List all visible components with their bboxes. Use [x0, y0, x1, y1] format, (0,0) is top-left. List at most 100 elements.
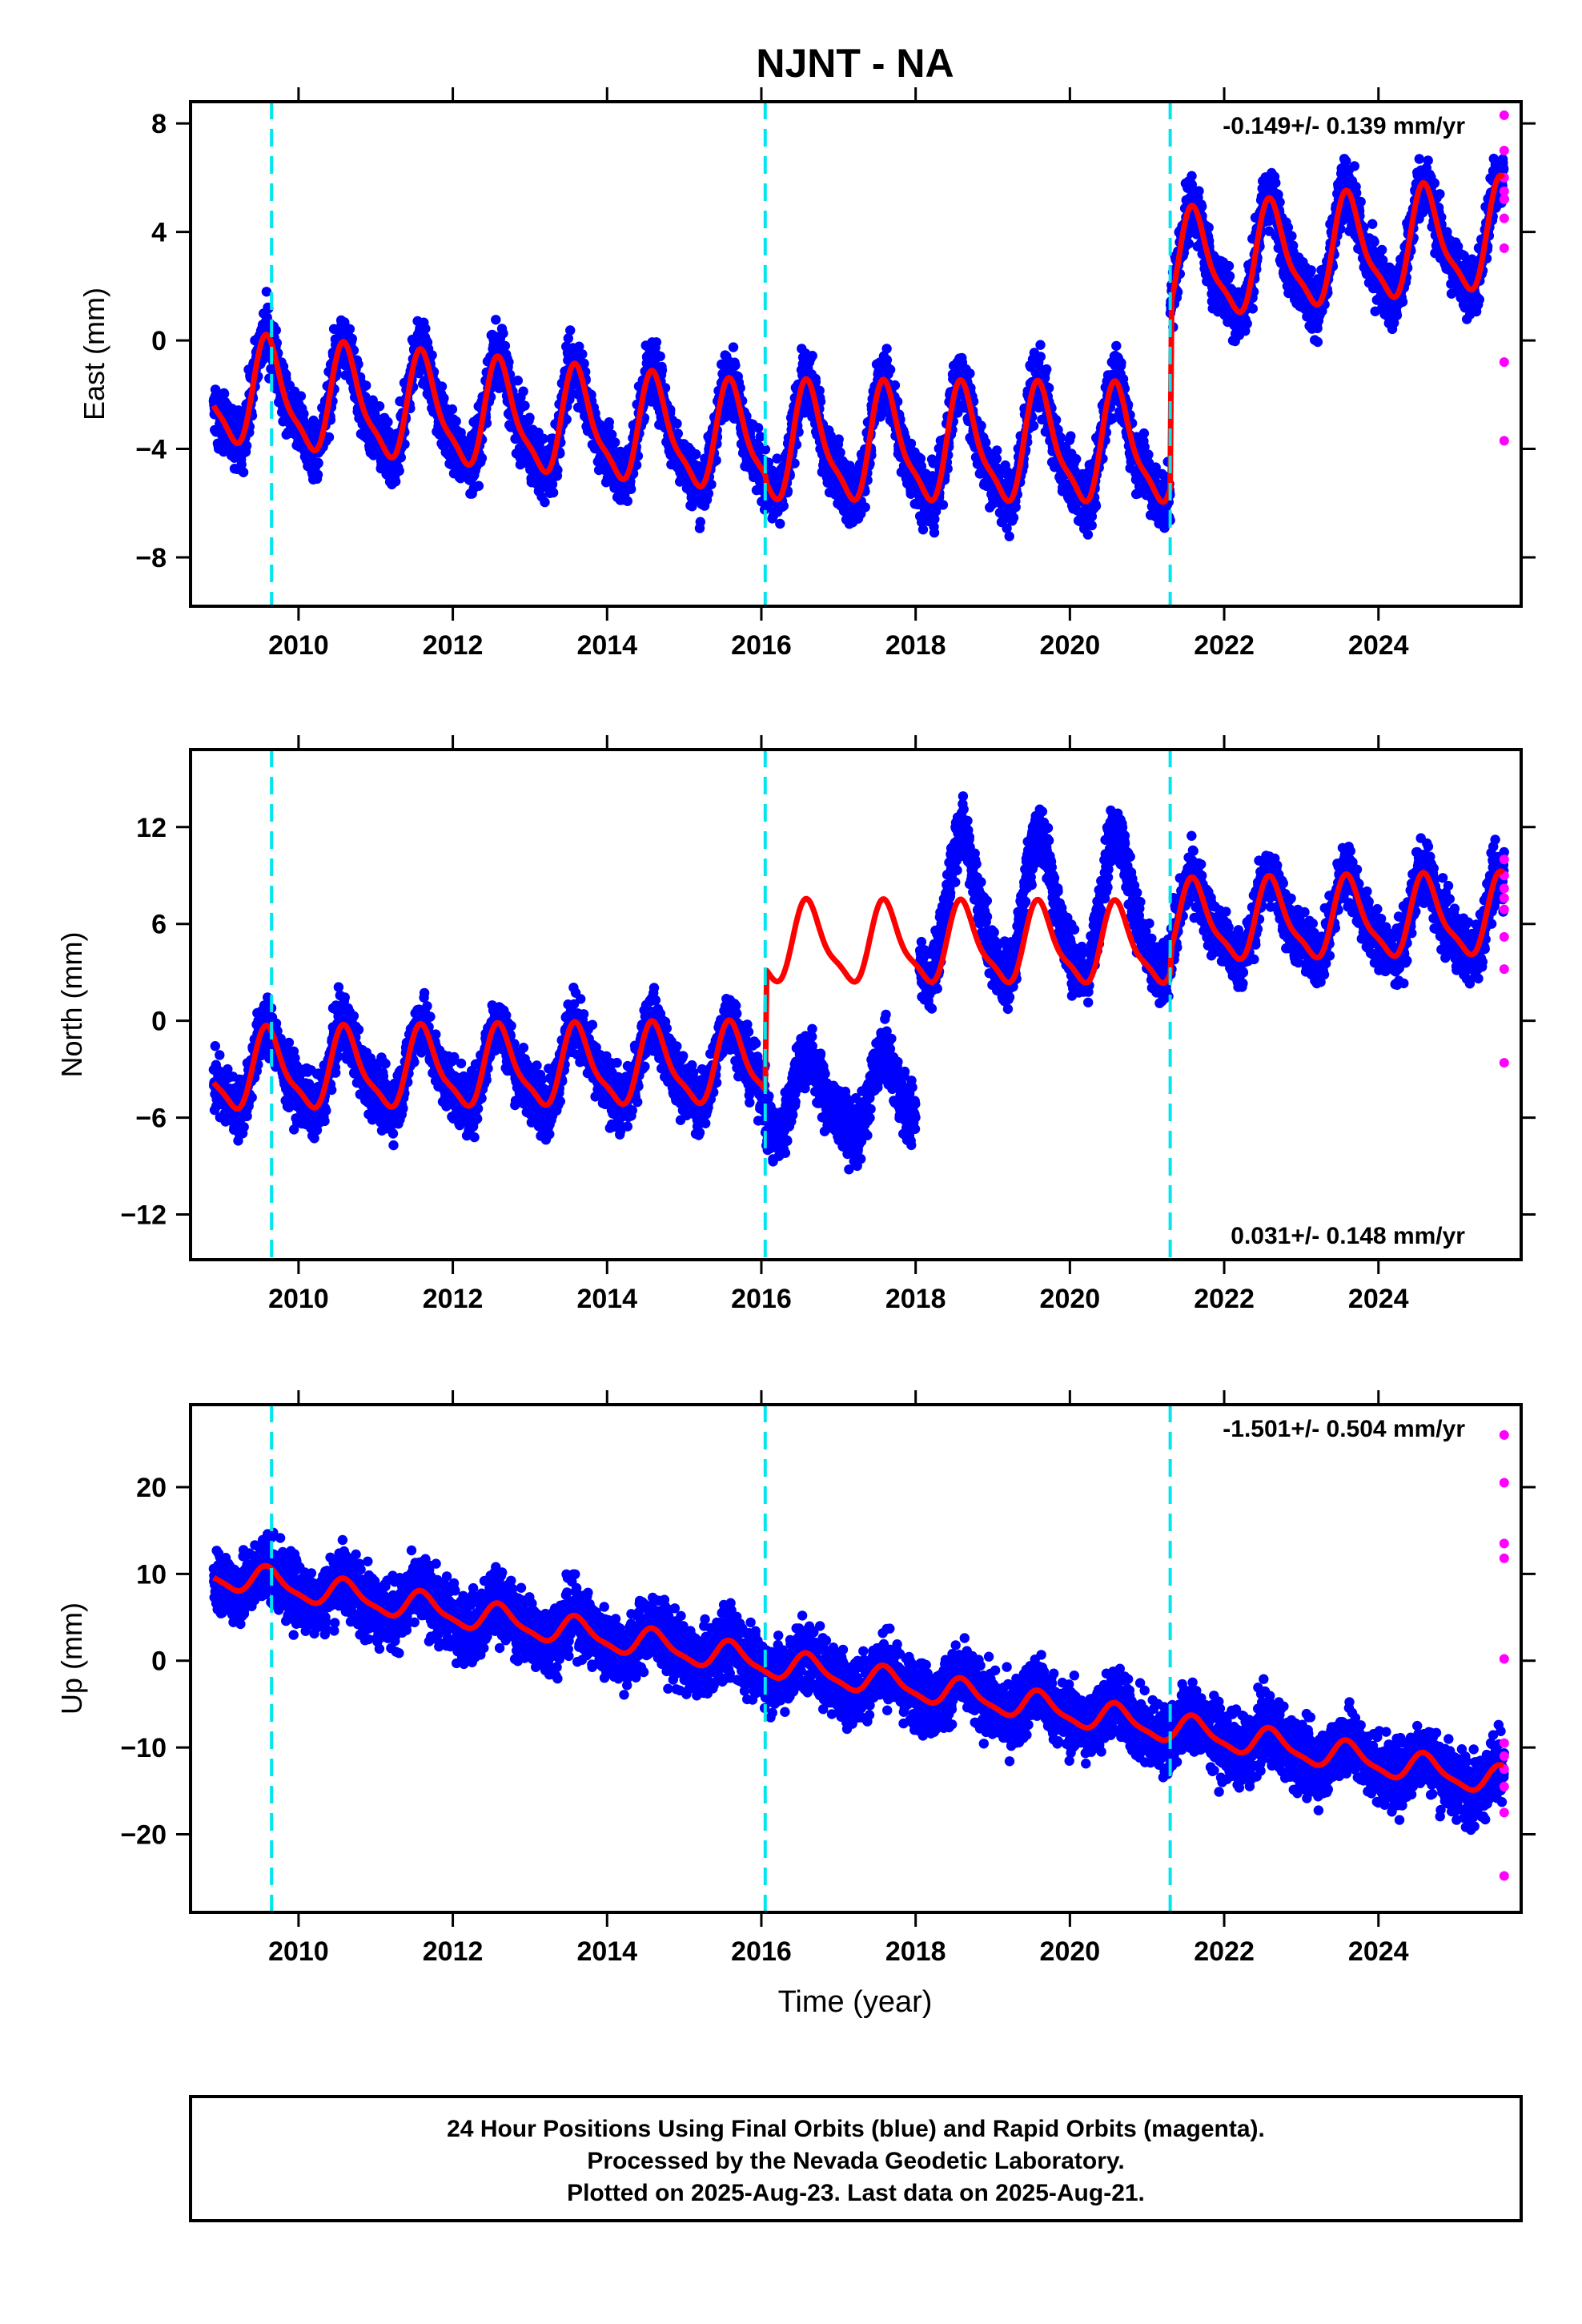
final-orbit-point: [833, 434, 844, 444]
final-orbit-point: [1223, 260, 1235, 271]
final-orbit-point: [775, 518, 785, 529]
final-orbit-point: [238, 467, 249, 477]
final-orbit-point: [347, 333, 357, 344]
final-orbit-point: [374, 401, 385, 412]
final-orbit-point: [1004, 531, 1014, 541]
final-orbit-point: [236, 459, 247, 470]
final-orbit-point: [1090, 501, 1102, 512]
final-orbit-point: [607, 429, 617, 440]
final-orbit-point: [930, 514, 940, 525]
final-orbit-point: [1242, 318, 1252, 329]
final-orbit-point: [772, 453, 782, 464]
panel-east: 2010 2012 2014 2016 2018 2020 2022 2024840−4−8E…: [78, 87, 1536, 661]
final-orbit-point: [540, 497, 550, 508]
final-orbit-point: [626, 484, 636, 494]
final-orbit-point: [938, 500, 949, 510]
final-orbit-point: [391, 476, 401, 487]
final-orbit-point: [500, 340, 511, 352]
final-orbit-point: [1224, 271, 1235, 282]
final-orbit-point: [261, 287, 272, 297]
final-orbit-point: [323, 432, 335, 443]
final-orbit-point: [295, 391, 307, 401]
final-orbit-point: [885, 364, 896, 375]
final-orbit-point: [491, 315, 501, 325]
final-orbit-point: [394, 465, 404, 476]
final-orbit-point: [504, 356, 514, 368]
final-orbit-point: [1247, 304, 1259, 314]
final-orbit-point: [579, 358, 589, 369]
final-orbit-point: [476, 452, 488, 464]
final-orbit-point: [1143, 449, 1154, 460]
final-orbit-point: [512, 376, 523, 386]
final-orbit-point: [312, 469, 323, 480]
final-orbit-point: [730, 360, 741, 371]
final-orbit-point: [577, 349, 588, 360]
final-orbit-point: [219, 388, 230, 399]
final-orbit-point: [451, 416, 461, 427]
final-orbit-point: [1010, 502, 1021, 513]
final-orbit-point: [447, 404, 458, 415]
final-orbit-point: [313, 458, 323, 468]
final-orbit-point: [565, 325, 576, 336]
final-orbit-point: [1194, 186, 1204, 196]
final-orbit-point: [703, 489, 714, 499]
final-orbit-point: [436, 381, 448, 392]
final-orbit-point: [1002, 523, 1012, 533]
final-orbit-point: [610, 437, 620, 448]
final-orbit-point: [860, 502, 870, 513]
plot-content-east: [208, 110, 1509, 541]
final-orbit-point: [656, 365, 668, 376]
final-orbit-point: [563, 333, 573, 344]
final-orbit-point: [711, 455, 721, 466]
final-orbit-point: [672, 418, 682, 429]
final-orbit-point: [427, 350, 437, 360]
final-orbit-point: [498, 328, 508, 339]
final-orbit-point: [789, 458, 800, 468]
final-orbit-point: [835, 447, 845, 458]
final-orbit-point: [1071, 454, 1082, 464]
final-orbit-point: [383, 416, 393, 428]
final-orbit-point: [965, 368, 975, 379]
final-orbit-point: [814, 385, 825, 396]
final-orbit-point: [574, 341, 584, 352]
final-orbit-point: [439, 393, 449, 404]
final-orbit-point: [353, 359, 363, 369]
final-orbit-point: [651, 337, 662, 348]
final-orbit-point: [1035, 352, 1046, 362]
final-orbit-point: [991, 453, 1002, 464]
figure-title: NJNT - NA: [756, 41, 954, 86]
final-orbit-point: [992, 445, 1002, 456]
final-orbit-point: [548, 487, 559, 498]
final-orbit-point: [1203, 222, 1214, 233]
final-orbit-point: [800, 403, 810, 413]
final-orbit-point: [981, 437, 991, 448]
plot-area-east: [191, 102, 1521, 606]
final-orbit-point: [760, 444, 771, 455]
final-orbit-point: [524, 412, 535, 423]
final-orbit-point: [691, 449, 701, 460]
final-orbit-point: [881, 355, 893, 365]
final-orbit-point: [1186, 171, 1197, 181]
final-orbit-point: [695, 517, 705, 527]
final-orbit-point: [1035, 340, 1046, 350]
final-orbit-point: [361, 380, 371, 391]
final-orbit-point: [518, 386, 528, 396]
final-orbit-point: [706, 479, 717, 490]
final-orbit-point: [753, 423, 764, 433]
final-orbit-point: [1086, 520, 1097, 531]
final-orbit-point: [1116, 357, 1126, 368]
final-orbit-point: [881, 344, 892, 354]
final-orbit-point: [929, 527, 940, 538]
final-orbit-point: [825, 431, 836, 441]
final-orbit-point: [552, 464, 563, 476]
final-orbit-point: [1008, 513, 1019, 523]
final-orbit-point: [655, 351, 665, 362]
final-orbit-point: [299, 408, 309, 419]
panels: 2010 2012 2014 2016 2018 2020 2022 2024840−4−8E…: [55, 87, 1536, 1967]
final-orbit-point: [271, 325, 281, 336]
final-orbit-point: [807, 351, 817, 361]
final-orbit-point: [755, 432, 765, 442]
final-orbit-point: [1082, 529, 1094, 540]
final-orbit-point: [1066, 431, 1076, 441]
